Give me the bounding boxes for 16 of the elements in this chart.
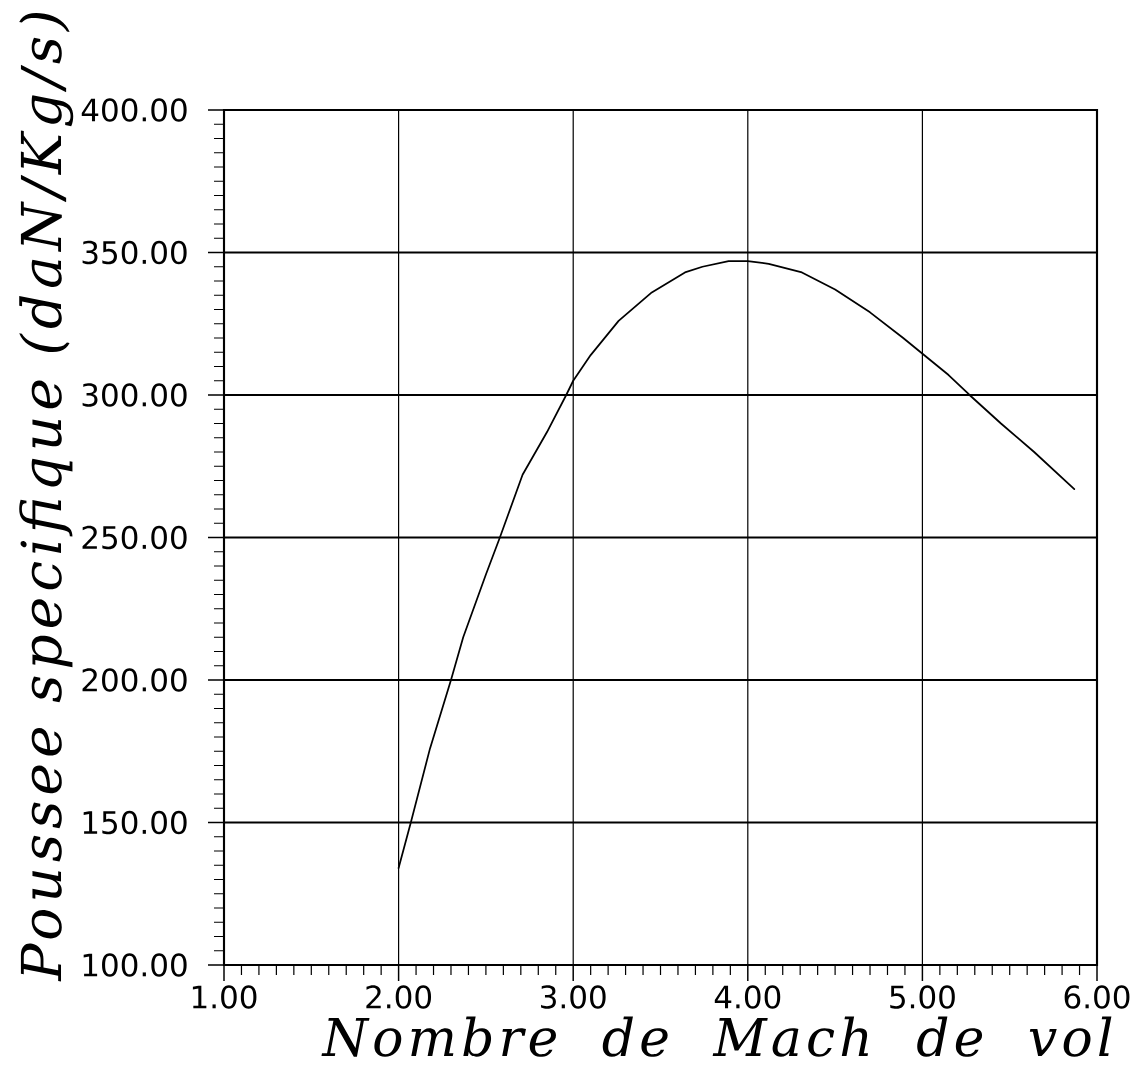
x-tick-label: 4.00 <box>714 985 781 1009</box>
x-tick-label: 6.00 <box>1064 985 1130 1009</box>
x-tick-label: 1.00 <box>192 985 257 1009</box>
x-tick-label: 2.00 <box>366 985 432 1009</box>
x-tick-label: 5.00 <box>890 985 955 1009</box>
y-tick-label: 250.00 <box>82 525 187 550</box>
y-tick-label: 300.00 <box>82 383 187 407</box>
line-series <box>397 260 1076 869</box>
y-tick-label: 400.00 <box>81 98 187 122</box>
y-tick-label: 350.00 <box>82 240 187 265</box>
y-tick-label: 100.00 <box>83 953 187 977</box>
y-axis-title: Poussee specifique (daN/Kg/s) <box>19 12 74 982</box>
x-axis-title: Nombre de Mach de vol <box>321 1016 1112 1057</box>
x-tick-label: 3.00 <box>541 985 606 1009</box>
y-tick-label: 200.00 <box>82 668 187 692</box>
y-tick-label: 150.00 <box>83 810 187 835</box>
